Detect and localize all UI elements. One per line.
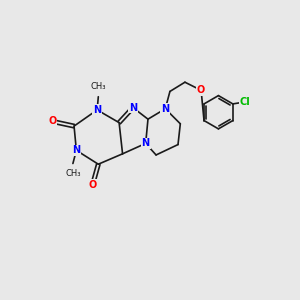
Text: N: N [129, 103, 137, 112]
Text: Cl: Cl [239, 97, 250, 106]
Text: N: N [161, 104, 170, 114]
Text: CH₃: CH₃ [65, 169, 81, 178]
Text: O: O [48, 116, 57, 127]
Text: N: N [72, 145, 80, 155]
Text: O: O [197, 85, 205, 95]
Text: N: N [142, 138, 150, 148]
Text: N: N [93, 105, 101, 115]
Text: CH₃: CH₃ [91, 82, 106, 91]
Text: O: O [88, 180, 97, 190]
